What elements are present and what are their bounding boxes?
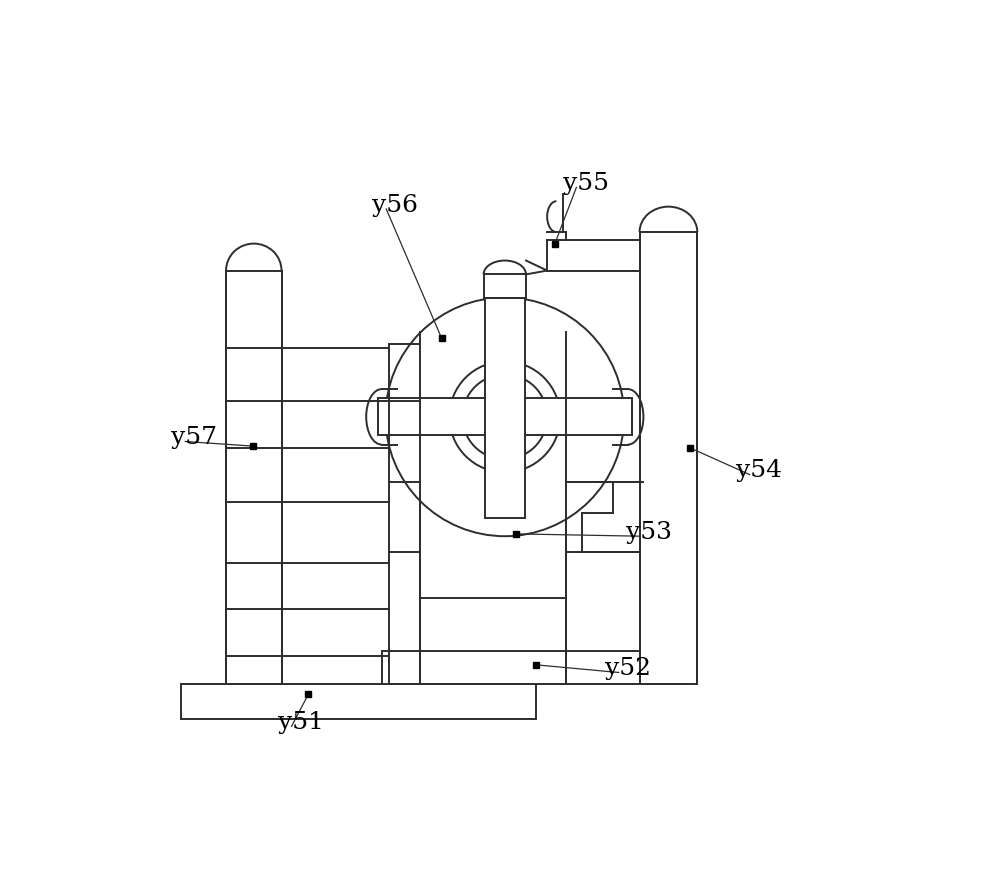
Bar (382, 651, 686, 684)
Circle shape (385, 298, 624, 536)
Text: y55: y55 (563, 172, 609, 195)
Bar (378, 398, 632, 436)
Text: y57: y57 (171, 426, 217, 449)
Circle shape (449, 361, 560, 473)
Circle shape (462, 374, 547, 459)
Text: y51: y51 (278, 711, 324, 734)
Bar (420, 482, 566, 598)
Bar (226, 270, 282, 684)
Bar (485, 298, 525, 519)
Bar (181, 684, 536, 718)
Text: y52: y52 (605, 657, 651, 680)
Bar (484, 275, 526, 298)
Text: y53: y53 (626, 521, 672, 544)
Text: y54: y54 (736, 459, 782, 482)
Bar (640, 232, 697, 684)
Text: y56: y56 (372, 193, 418, 217)
